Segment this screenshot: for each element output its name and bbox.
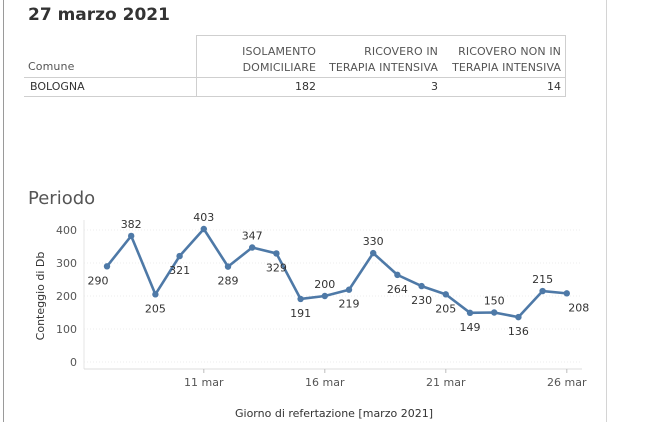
data-point: [200, 225, 207, 233]
y-axis-label: Conteggio di Db: [34, 252, 47, 341]
table-cell-ricovero-ti: 3: [431, 80, 438, 93]
table-header-rule: [24, 77, 566, 78]
data-point: [491, 309, 498, 316]
data-label: 290: [88, 274, 109, 287]
data-label: 150: [484, 295, 505, 308]
data-label: 264: [387, 283, 408, 296]
data-point: [370, 249, 377, 257]
data-label: 136: [508, 325, 529, 338]
table-cell-isolamento: 182: [295, 80, 316, 93]
y-tick-label: 0: [70, 356, 77, 369]
y-tick-label: 200: [56, 290, 77, 303]
data-label: 200: [314, 278, 335, 291]
y-tick-label: 400: [56, 224, 77, 237]
data-point: [515, 313, 522, 321]
series-line: [105, 227, 569, 319]
data-point: [442, 291, 449, 298]
x-tick-label: 21 mar: [426, 376, 466, 389]
data-label: 382: [121, 218, 142, 231]
col-header-isolamento-line1: ISOLAMENTO: [242, 45, 316, 58]
data-label: 205: [435, 302, 456, 315]
table-divider: [196, 35, 197, 97]
x-tick-label: 26 mar: [547, 376, 587, 389]
data-label: 149: [460, 321, 481, 334]
x-tick-label: 16 mar: [305, 376, 345, 389]
data-point: [466, 309, 474, 317]
data-label: 215: [532, 273, 553, 286]
col-header-isolamento-line2: DOMICILIARE: [242, 61, 316, 74]
chart-title: Periodo: [28, 188, 96, 209]
table-divider: [565, 35, 566, 97]
panel-left-border: [3, 0, 4, 422]
col-header-comune: Comune: [28, 60, 75, 73]
date-title: 27 marzo 2021: [28, 5, 170, 25]
data-point: [224, 263, 232, 270]
y-tick-label: 300: [56, 257, 77, 270]
table-bottom-rule: [24, 96, 566, 97]
table-cell-ricovero-non-ti: 14: [547, 80, 561, 93]
data-label: 219: [339, 298, 360, 311]
x-tick-label: 11 mar: [184, 376, 224, 389]
data-label: 321: [169, 264, 190, 277]
data-point: [321, 292, 328, 300]
data-point: [152, 291, 159, 298]
y-tick-label: 100: [56, 323, 77, 336]
data-label: 347: [242, 229, 263, 242]
data-point: [539, 287, 546, 295]
data-label: 329: [266, 261, 287, 274]
data-label: 403: [193, 211, 214, 224]
table-top-rule: [196, 35, 566, 36]
panel-right-border: [606, 0, 607, 422]
data-point: [103, 263, 111, 270]
table-cell-comune: BOLOGNA: [30, 80, 85, 93]
data-point: [128, 232, 135, 240]
data-point: [563, 290, 570, 297]
summary-table: Comune ISOLAMENTO DOMICILIARE RICOVERO I…: [24, 35, 566, 97]
data-point: [394, 271, 401, 279]
data-label: 191: [290, 307, 311, 320]
x-axis-label: Giorno di refertazione [marzo 2021]: [235, 407, 433, 420]
data-point: [345, 286, 353, 293]
data-label: 230: [411, 294, 432, 307]
col-header-ricovero-ti-line1: RICOVERO IN: [364, 45, 438, 58]
data-label: 289: [218, 275, 239, 288]
col-header-ricovero-non-ti-line1: RICOVERO NON IN: [458, 45, 561, 58]
data-point: [273, 250, 280, 257]
col-header-ricovero-ti-line2: TERAPIA INTENSIVA: [329, 61, 438, 74]
data-label: 205: [145, 302, 166, 315]
data-point: [176, 252, 183, 260]
col-header-ricovero-non-ti-line2: TERAPIA INTENSIVA: [452, 61, 561, 74]
data-point: [418, 282, 425, 290]
data-label: 208: [568, 301, 589, 314]
data-point: [297, 295, 304, 303]
data-label: 330: [363, 235, 384, 248]
data-point: [249, 244, 256, 251]
